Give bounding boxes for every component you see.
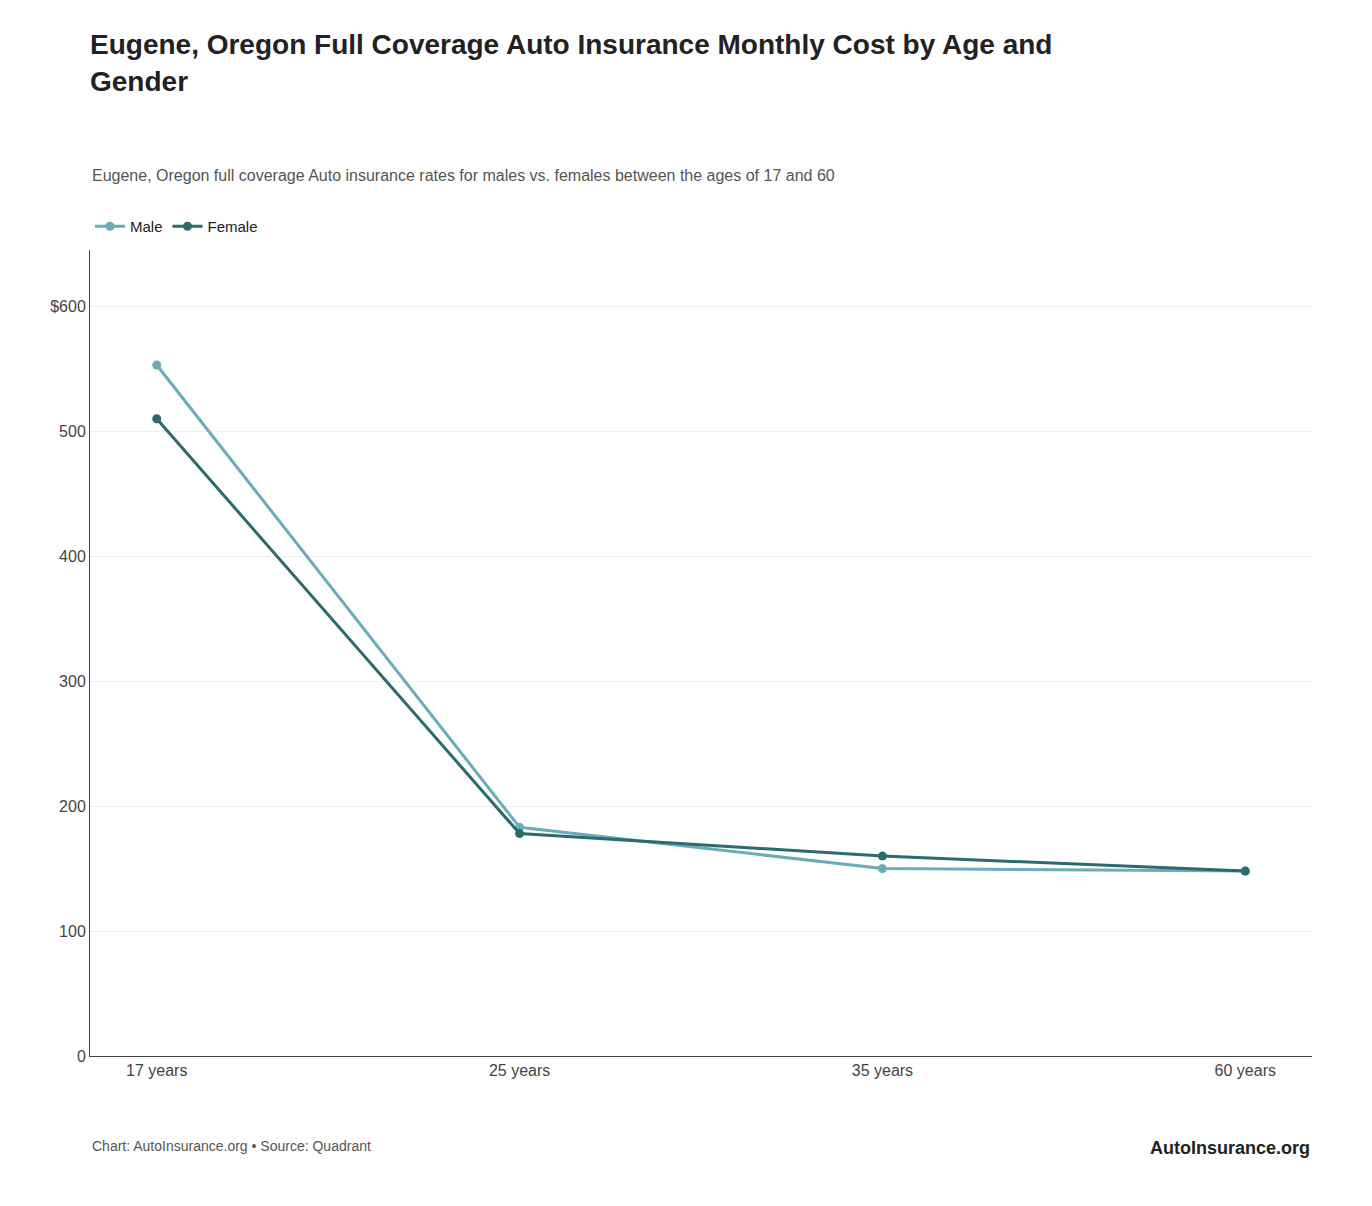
svg-text:35 years: 35 years (852, 1062, 913, 1079)
svg-text:Female: Female (208, 218, 258, 235)
svg-text:Male: Male (130, 218, 163, 235)
svg-text:0: 0 (77, 1048, 86, 1065)
svg-text:500: 500 (59, 423, 86, 440)
svg-text:17 years: 17 years (126, 1062, 187, 1079)
svg-text:25 years: 25 years (489, 1062, 550, 1079)
svg-text:Eugene, Oregon Full Coverage A: Eugene, Oregon Full Coverage Auto Insura… (90, 29, 1052, 96)
svg-text:300: 300 (59, 673, 86, 690)
svg-text:AutoInsurance.org: AutoInsurance.org (1150, 1138, 1310, 1158)
svg-text:Eugene, Oregon full coverage A: Eugene, Oregon full coverage Auto insura… (92, 167, 835, 184)
svg-text:100: 100 (59, 923, 86, 940)
svg-text:Chart: AutoInsurance.org • Sou: Chart: AutoInsurance.org • Source: Quadr… (92, 1138, 371, 1154)
svg-text:200: 200 (59, 798, 86, 815)
svg-text:400: 400 (59, 548, 86, 565)
svg-text:$600: $600 (50, 298, 86, 315)
svg-text:60 years: 60 years (1215, 1062, 1276, 1079)
